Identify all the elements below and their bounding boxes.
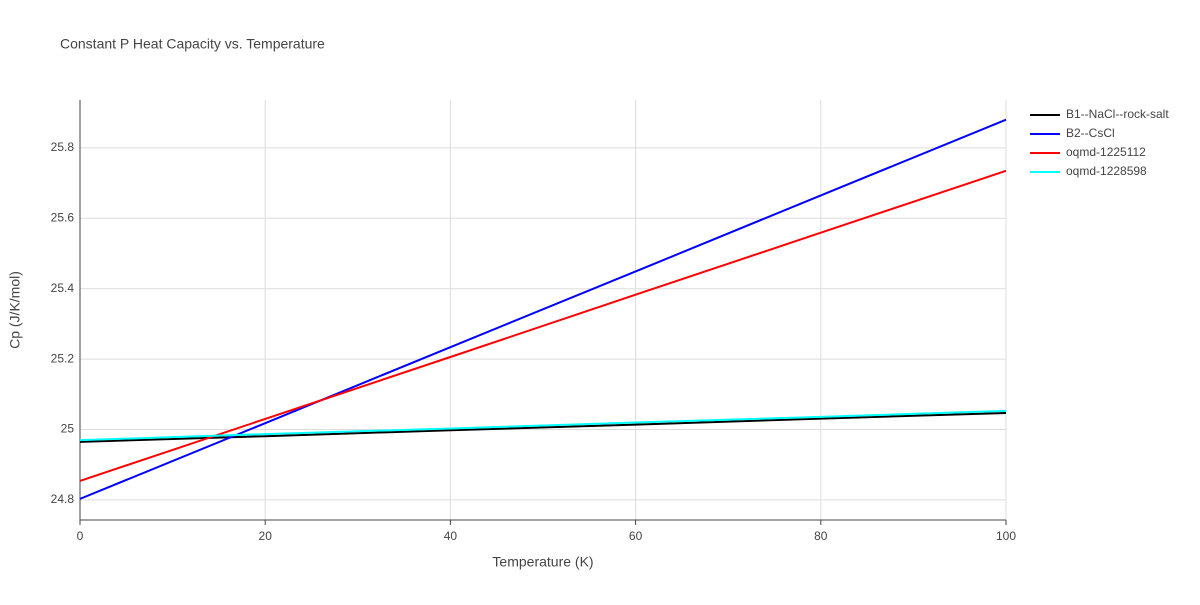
- y-tick-label: 25.8: [51, 140, 75, 154]
- y-tick-label: 25.2: [51, 351, 75, 365]
- x-tick-label: 0: [77, 529, 84, 543]
- series-line: [79, 118, 1007, 500]
- x-tick-label: 100: [996, 529, 1016, 543]
- x-axis-label: Temperature (K): [492, 554, 593, 570]
- series-line: [79, 411, 1007, 443]
- x-tick-label: 60: [629, 529, 643, 543]
- chart-title: Constant P Heat Capacity vs. Temperature: [60, 36, 325, 52]
- legend-label: oqmd-1228598: [1066, 164, 1147, 178]
- y-tick-label: 25.6: [51, 210, 75, 224]
- y-axis-label: Cp (J/K/mol): [7, 271, 23, 349]
- series-line: [79, 169, 1007, 482]
- legend-label: B1--NaCl--rock-salt: [1066, 107, 1169, 121]
- y-tick-label: 25: [61, 422, 75, 436]
- series-line: [79, 409, 1007, 442]
- y-tick-label: 25.4: [51, 281, 75, 295]
- x-tick-label: 40: [444, 529, 458, 543]
- x-tick-label: 80: [814, 529, 828, 543]
- legend-label: B2--CsCl: [1066, 126, 1115, 140]
- y-tick-label: 24.8: [51, 492, 75, 506]
- x-tick-label: 20: [259, 529, 273, 543]
- legend-label: oqmd-1225112: [1066, 145, 1146, 159]
